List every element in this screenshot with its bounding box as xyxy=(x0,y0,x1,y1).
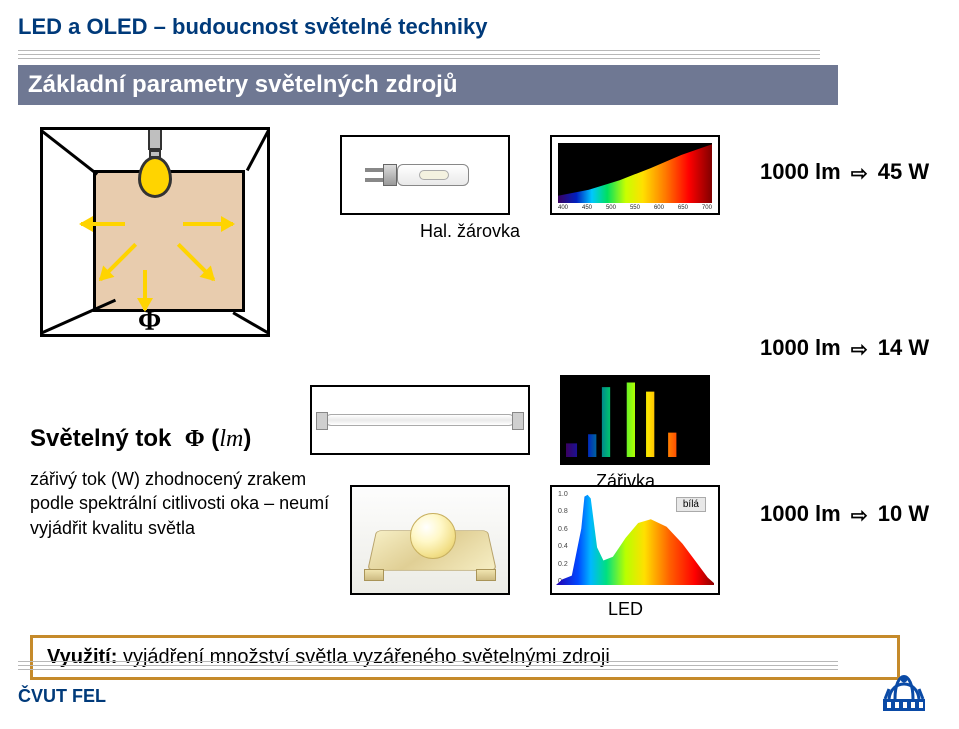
led-label: LED xyxy=(608,599,643,620)
led-efficacy: 1000 lm ⇨ 10 W xyxy=(760,501,929,528)
halogen-bulb-image xyxy=(340,135,510,215)
usage-box: Využití: vyjádření množství světla vyzář… xyxy=(30,635,900,680)
luminous-flux-text: Světelný tok Φ (lm) zářivý tok (W) zhodn… xyxy=(30,425,330,540)
phi-symbol: Φ xyxy=(185,426,205,452)
page-title: LED a OLED – budoucnost světelné technik… xyxy=(0,0,959,50)
phi-symbol: Φ xyxy=(138,306,161,338)
led-package-image xyxy=(350,485,510,595)
cvut-logo-icon xyxy=(879,671,929,715)
title-rule xyxy=(0,50,820,59)
flux-title-prefix: Světelný tok xyxy=(30,425,171,452)
flux-arrow-icon xyxy=(183,222,233,226)
arrow-icon: ⇨ xyxy=(851,337,868,362)
fluorescent-spectrum xyxy=(560,375,710,465)
led-spectrum-tag: bílá xyxy=(676,497,706,512)
halogen-efficacy: 1000 lm ⇨ 45 W xyxy=(760,159,929,186)
luminous-flux-illustration: Φ xyxy=(40,127,270,337)
footer-text: ČVUT FEL xyxy=(18,686,106,707)
led-spectrum: 1.0 0.8 0.6 0.4 0.2 0 bílá xyxy=(550,485,720,595)
arrow-icon: ⇨ xyxy=(851,161,868,186)
flux-unit: lm xyxy=(219,426,243,452)
halogen-label: Hal. žárovka xyxy=(420,221,520,242)
arrow-icon: ⇨ xyxy=(851,503,868,528)
halogen-spectrum: 400 450 500 550 600 650 700 xyxy=(550,135,720,215)
footer-rule xyxy=(18,661,838,673)
flux-arrow-icon xyxy=(143,270,147,310)
flux-description: zářivý tok (W) zhodnocený zrakem podle s… xyxy=(30,467,330,540)
spectrum-ticks: 400 450 500 550 600 650 700 xyxy=(558,205,712,211)
section-heading: Základní parametry světelných zdrojů xyxy=(18,65,838,105)
flux-arrow-icon xyxy=(81,222,125,226)
fluorescent-tube-image xyxy=(310,385,530,455)
fluorescent-efficacy: 1000 lm ⇨ 14 W xyxy=(760,335,929,362)
